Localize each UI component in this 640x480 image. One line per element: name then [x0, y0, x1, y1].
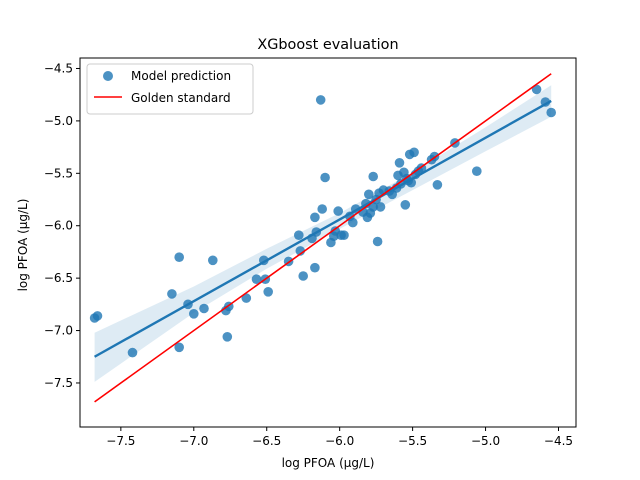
x-tick-label: −6.5 [252, 434, 281, 448]
scatter-point [208, 255, 218, 266]
legend: Model prediction Golden standard [86, 63, 254, 115]
scatter-point [368, 202, 379, 212]
scatter-point [222, 332, 233, 342]
scatter-point [368, 171, 379, 182]
axes: −7.5 −7.0 −6.5 −6.0 −5.5 −5.0 −4.5 −7.5 −7.0 −6.5… [44, 57, 577, 448]
y-tick-label: −7.0 [44, 324, 73, 338]
scatter-point [294, 230, 304, 240]
scatter-point [315, 95, 326, 105]
y-tick-label: −5.5 [44, 166, 73, 180]
regression-line [94, 99, 552, 358]
scatter-point [320, 172, 330, 183]
scatter-point [364, 189, 374, 200]
scatter-point [333, 206, 344, 216]
chart-title: XGboost evaluation [257, 37, 398, 53]
scatter-point [375, 202, 386, 212]
scatter-point [472, 166, 482, 176]
axes-frame [79, 57, 577, 428]
scatter-point [189, 309, 199, 319]
y-tick-label: −4.5 [44, 61, 73, 75]
legend-frame [86, 63, 254, 115]
scatter-point [310, 212, 320, 223]
scatter-point [310, 262, 320, 273]
scatter-point [317, 204, 328, 214]
scatter-point [394, 158, 405, 168]
x-tick-label: −5.5 [398, 434, 427, 448]
y-tick-label: −6.0 [44, 219, 73, 233]
scatter-point [174, 252, 184, 262]
x-tick-label: −6.0 [325, 434, 354, 448]
x-tick-label: −4.5 [544, 434, 573, 448]
scatter-point [199, 303, 209, 314]
scatter-point [167, 289, 177, 299]
scatter-point [263, 287, 274, 297]
legend-marker-model-prediction [103, 71, 113, 81]
x-axis-label: log PFOA (µg/L) [282, 456, 375, 470]
legend-label-model-prediction: Model prediction [131, 69, 231, 83]
scatter-point [174, 342, 184, 353]
scatter-point [432, 180, 443, 190]
scatter-point [295, 246, 306, 256]
scatter-point [348, 217, 358, 228]
y-tick-label: −6.5 [44, 271, 73, 285]
scatter-point [92, 311, 103, 321]
golden-standard-line [94, 73, 552, 403]
scatter-point [251, 274, 262, 285]
y-axis-label: log PFOA (µg/L) [16, 199, 30, 292]
x-tick-label: −7.0 [179, 434, 208, 448]
scatter-point [241, 293, 252, 303]
legend-label-golden-standard: Golden standard [131, 91, 231, 105]
scatter-point [400, 200, 411, 210]
y-tick-label: −5.0 [44, 114, 73, 128]
scatter-point [546, 107, 556, 118]
scatter-point [409, 147, 419, 158]
scatter-point [372, 236, 383, 247]
x-tick-label: −7.5 [106, 434, 135, 448]
scatter-point [339, 230, 349, 240]
scatter-point [298, 271, 309, 281]
plot-area [89, 73, 556, 403]
y-tick-label: −7.5 [44, 376, 73, 390]
scatter-point [531, 84, 542, 95]
x-tick-label: −5.0 [471, 434, 500, 448]
scatter-point [127, 347, 138, 358]
